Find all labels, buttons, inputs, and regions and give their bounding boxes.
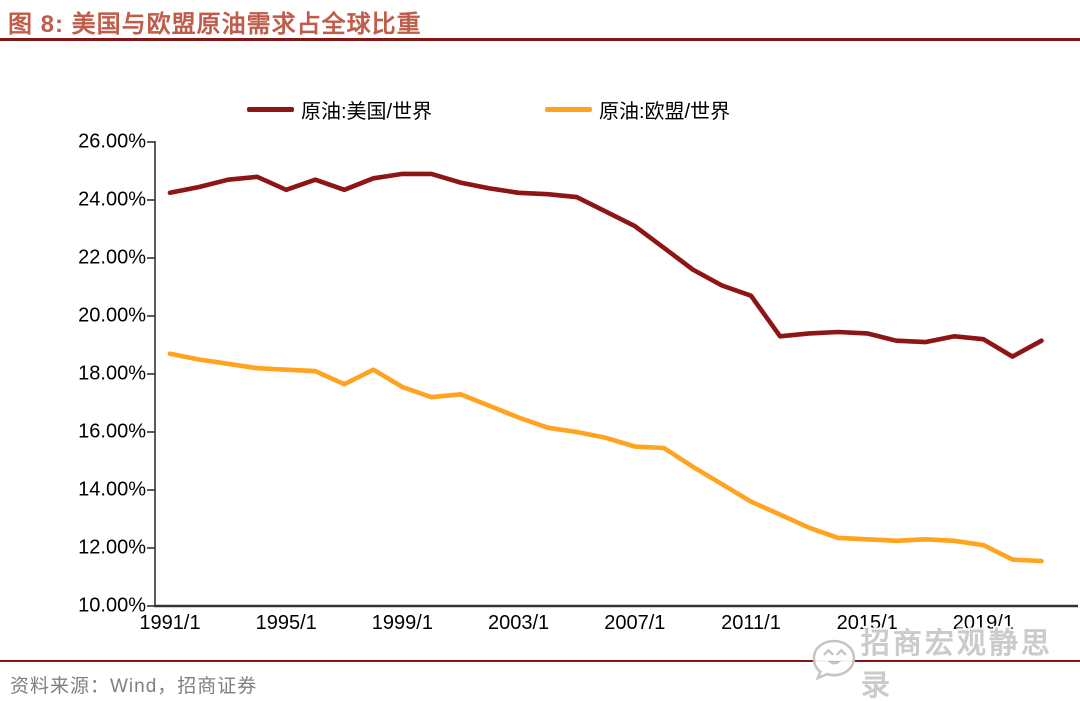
x-axis-tick-label: 1991/1 xyxy=(139,612,201,634)
footer-divider xyxy=(0,660,1080,662)
y-axis-tick-label: 16.00% xyxy=(78,420,146,443)
series-line-us-world xyxy=(167,171,1044,359)
wechat-chat-bubble-icon xyxy=(812,639,856,681)
legend-label-eu: 原油:欧盟/世界 xyxy=(599,100,731,123)
y-axis-tick-label: 18.00% xyxy=(78,362,146,385)
watermark: 招商宏观静思录 xyxy=(808,620,1080,701)
legend-label-us: 原油:美国/世界 xyxy=(301,100,433,123)
x-axis-tick-label: 2011/1 xyxy=(721,612,781,634)
source-note: 资料来源：Wind，招商证券 xyxy=(10,676,258,697)
x-axis-tick-label: 2003/1 xyxy=(488,612,550,634)
y-axis-tick-label: 24.00% xyxy=(78,188,146,211)
series-line-eu-world xyxy=(167,351,1044,564)
y-axis-tick-label: 20.00% xyxy=(78,304,146,327)
x-axis-tick-label: 2019/1 xyxy=(952,612,1014,634)
y-axis-tick-label: 12.00% xyxy=(78,536,146,559)
legend-swatch-eu-icon xyxy=(545,106,592,112)
legend-item-us: 原油:美国/世界 xyxy=(247,96,433,123)
legend-item-eu: 原油:欧盟/世界 xyxy=(545,96,731,123)
x-axis-tick-label: 1999/1 xyxy=(371,612,433,634)
x-axis-tick-label: 2015/1 xyxy=(836,612,898,634)
y-axis-tick-label: 10.00% xyxy=(78,594,146,617)
y-axis-tick-label: 14.00% xyxy=(78,478,146,501)
x-axis-tick-label: 1995/1 xyxy=(255,612,317,634)
legend-swatch-us-icon xyxy=(247,106,294,112)
x-axis-tick-label: 2007/1 xyxy=(604,612,666,634)
watermark-text: 招商宏观静思录 xyxy=(860,628,1053,701)
title-underline xyxy=(0,38,1080,41)
figure-title: 图 8: 美国与欧盟原油需求占全球比重 xyxy=(8,11,422,38)
y-axis-tick-label: 22.00% xyxy=(78,246,146,269)
y-axis-tick-label: 26.00% xyxy=(78,130,146,153)
